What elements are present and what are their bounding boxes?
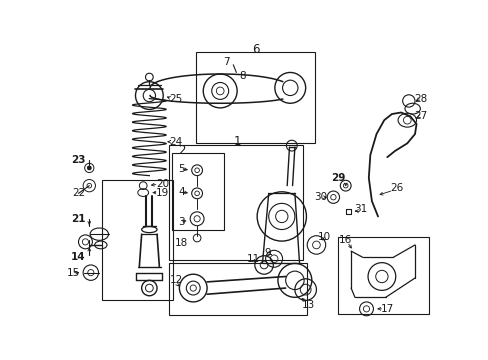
Text: 17: 17 — [380, 304, 393, 314]
Text: 15: 15 — [67, 267, 81, 278]
Text: 24: 24 — [169, 137, 183, 147]
Text: 9: 9 — [264, 248, 271, 258]
Text: 21: 21 — [71, 214, 85, 224]
Text: 10: 10 — [317, 232, 330, 242]
Bar — [337, 237, 428, 314]
Text: 12: 12 — [169, 275, 183, 285]
Text: 29: 29 — [330, 173, 345, 183]
Bar — [168, 263, 306, 315]
Text: 16: 16 — [338, 235, 352, 244]
Text: 28: 28 — [414, 94, 427, 104]
Text: 4: 4 — [178, 187, 184, 197]
Bar — [171, 153, 224, 230]
Text: 23: 23 — [71, 155, 85, 165]
Text: 3: 3 — [178, 217, 184, 227]
Text: 30: 30 — [313, 192, 326, 202]
Text: 14: 14 — [71, 252, 86, 262]
Text: 22: 22 — [72, 188, 85, 198]
Bar — [168, 145, 303, 260]
Text: 19: 19 — [156, 188, 169, 198]
Text: 20: 20 — [156, 179, 169, 189]
Text: 11: 11 — [246, 254, 260, 264]
Circle shape — [87, 166, 91, 170]
Text: 7: 7 — [223, 58, 229, 67]
Text: 5: 5 — [178, 164, 184, 174]
Bar — [102, 180, 173, 300]
Text: 26: 26 — [390, 183, 403, 193]
Text: 1: 1 — [234, 135, 241, 148]
Bar — [196, 53, 314, 143]
Text: 27: 27 — [414, 111, 427, 121]
Text: 25: 25 — [169, 94, 183, 104]
Circle shape — [216, 87, 224, 95]
Text: 8: 8 — [239, 71, 245, 81]
Text: 2: 2 — [178, 144, 185, 157]
Text: 6: 6 — [251, 43, 259, 56]
Text: 18: 18 — [175, 238, 188, 248]
Text: 31: 31 — [354, 204, 367, 214]
Text: 13: 13 — [302, 300, 315, 310]
